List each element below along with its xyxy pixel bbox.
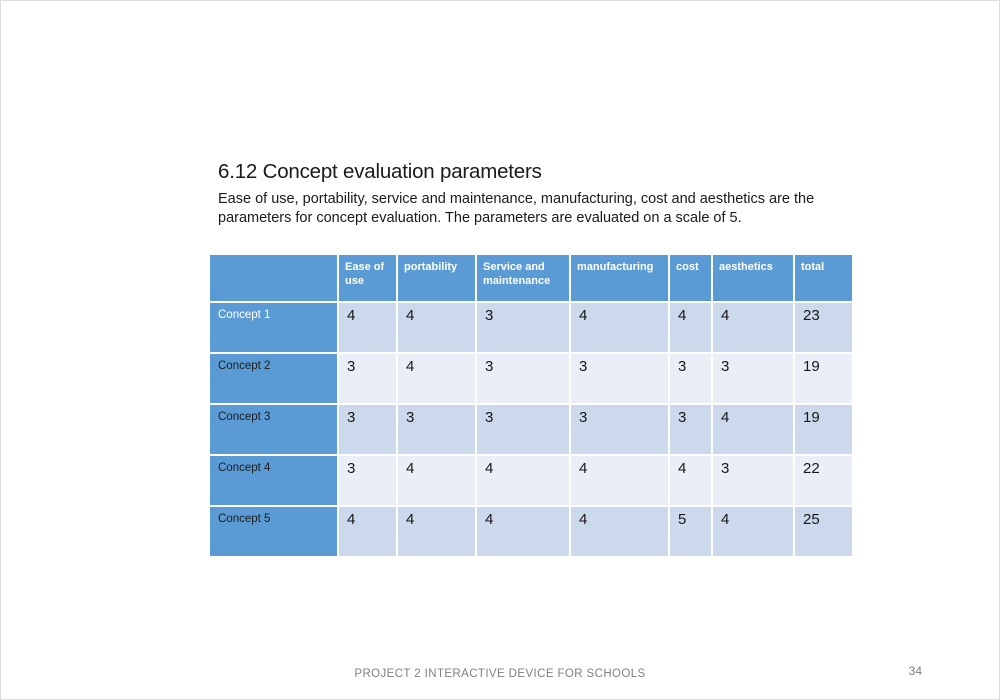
concept-evaluation-table: Ease of use portability Service and main…: [210, 255, 852, 556]
cell-concept5-cost: 5: [670, 507, 711, 556]
cell-concept1-cost: 4: [670, 303, 711, 352]
section-title: 6.12 Concept evaluation parameters: [218, 160, 542, 183]
table-header-portability: portability: [398, 255, 475, 301]
table-header-aesthetics: aesthetics: [713, 255, 793, 301]
cell-concept3-ease-of-use: 3: [339, 405, 396, 454]
cell-concept2-aesthetics: 3: [713, 354, 793, 403]
row-label-concept-2: Concept 2: [210, 354, 337, 403]
row-label-concept-4: Concept 4: [210, 456, 337, 505]
cell-concept3-cost: 3: [670, 405, 711, 454]
cell-concept5-service: 4: [477, 507, 569, 556]
cell-concept5-aesthetics: 4: [713, 507, 793, 556]
cell-concept4-service: 4: [477, 456, 569, 505]
table-header-cost: cost: [670, 255, 711, 301]
cell-concept1-service: 3: [477, 303, 569, 352]
footer-title: PROJECT 2 INTERACTIVE DEVICE FOR SCHOOLS: [354, 668, 646, 680]
cell-concept5-portability: 4: [398, 507, 475, 556]
row-label-concept-5: Concept 5: [210, 507, 337, 556]
cell-concept5-ease-of-use: 4: [339, 507, 396, 556]
page-number: 34: [908, 664, 922, 678]
page-footer: PROJECT 2 INTERACTIVE DEVICE FOR SCHOOLS…: [0, 664, 1000, 682]
cell-concept1-ease-of-use: 4: [339, 303, 396, 352]
cell-concept3-service: 3: [477, 405, 569, 454]
table-header-manufacturing: manufacturing: [571, 255, 668, 301]
cell-concept4-portability: 4: [398, 456, 475, 505]
cell-concept4-cost: 4: [670, 456, 711, 505]
cell-concept2-portability: 4: [398, 354, 475, 403]
cell-concept1-portability: 4: [398, 303, 475, 352]
table-header-service-and-maintenance: Service and maintenance: [477, 255, 569, 301]
cell-concept3-manufacturing: 3: [571, 405, 668, 454]
cell-concept3-aesthetics: 4: [713, 405, 793, 454]
cell-concept4-total: 22: [795, 456, 852, 505]
section-paragraph: Ease of use, portability, service and ma…: [218, 191, 815, 227]
cell-concept3-portability: 3: [398, 405, 475, 454]
cell-concept2-ease-of-use: 3: [339, 354, 396, 403]
cell-concept1-manufacturing: 4: [571, 303, 668, 352]
cell-concept2-manufacturing: 3: [571, 354, 668, 403]
cell-concept1-aesthetics: 4: [713, 303, 793, 352]
cell-concept4-manufacturing: 4: [571, 456, 668, 505]
cell-concept4-aesthetics: 3: [713, 456, 793, 505]
cell-concept1-total: 23: [795, 303, 852, 352]
table-header-blank: [210, 255, 337, 301]
cell-concept2-total: 19: [795, 354, 852, 403]
cell-concept5-total: 25: [795, 507, 852, 556]
cell-concept3-total: 19: [795, 405, 852, 454]
row-label-concept-3: Concept 3: [210, 405, 337, 454]
row-label-concept-1: Concept 1: [210, 303, 337, 352]
table-header-total: total: [795, 255, 852, 301]
table-header-ease-of-use: Ease of use: [339, 255, 396, 301]
cell-concept4-ease-of-use: 3: [339, 456, 396, 505]
cell-concept5-manufacturing: 4: [571, 507, 668, 556]
cell-concept2-cost: 3: [670, 354, 711, 403]
cell-concept2-service: 3: [477, 354, 569, 403]
